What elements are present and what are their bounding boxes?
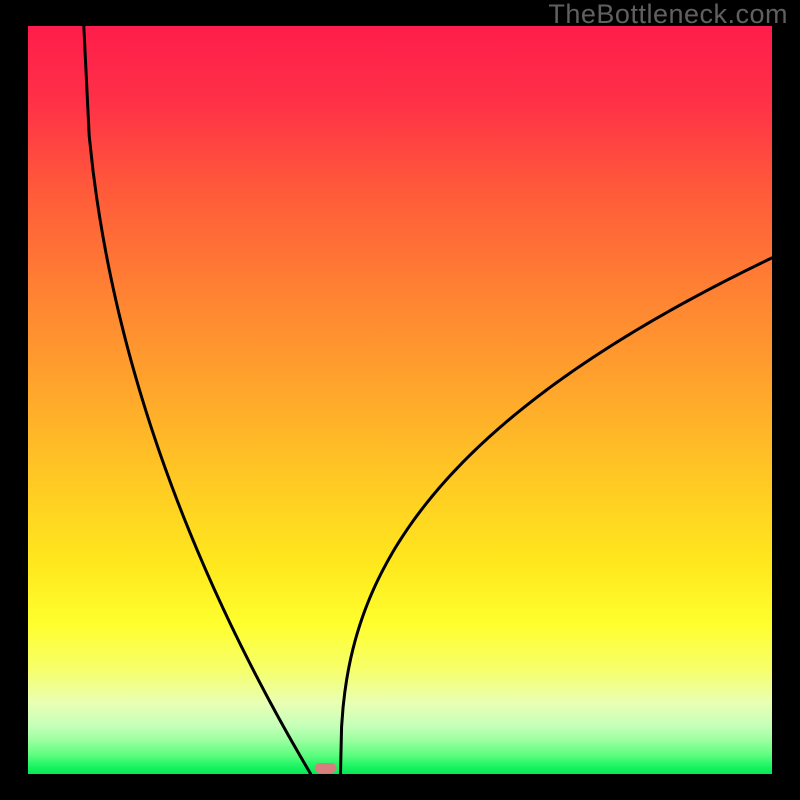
curve-overlay [28, 26, 772, 774]
dip-marker-pill [315, 763, 337, 773]
chart-container: TheBottleneck.com [0, 0, 800, 800]
curve-left-branch [84, 26, 311, 774]
plot-area [28, 26, 772, 774]
curve-right-branch [340, 258, 772, 774]
watermark-text: TheBottleneck.com [548, 0, 788, 30]
